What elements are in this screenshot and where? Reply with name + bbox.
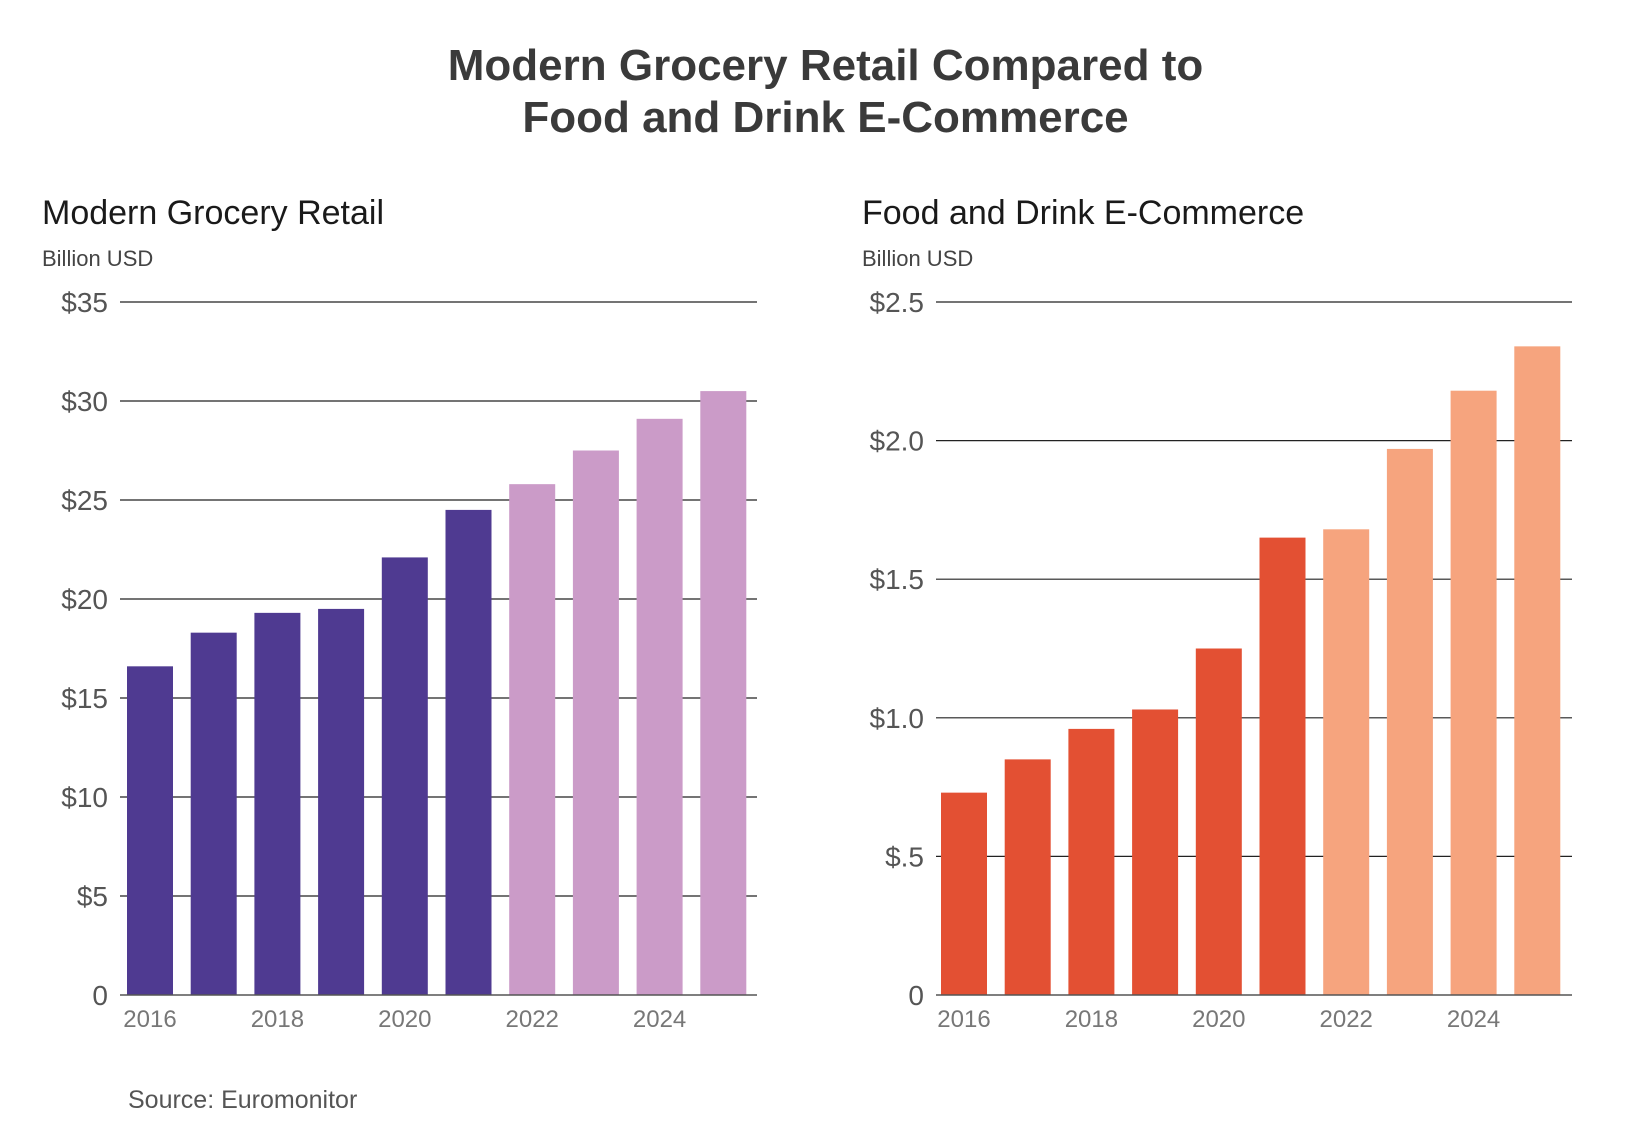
left-bar-2025 <box>700 391 747 996</box>
left-x-tick-label: 2018 <box>251 1006 304 1033</box>
left-bar-2016 <box>127 666 173 995</box>
left-y-tick-label: $15 <box>61 683 108 714</box>
left-y-tick-label: $30 <box>61 386 108 417</box>
right-y-tick-label: $2.0 <box>870 426 925 457</box>
right-y-tick-label: $2.5 <box>870 287 925 318</box>
left-y-tick-label: $5 <box>77 881 108 912</box>
right-bar-2017 <box>1004 759 1051 995</box>
left-bar-2020 <box>381 557 428 995</box>
right-bar-2025 <box>1514 346 1561 995</box>
right-x-tick-label: 2022 <box>1320 1006 1373 1033</box>
right-x-tick-label: 2018 <box>1065 1006 1118 1033</box>
right-bar-2020 <box>1195 648 1242 995</box>
right-bar-2018 <box>1068 728 1115 995</box>
left-x-tick-label: 2024 <box>633 1006 686 1033</box>
right-bar-2019 <box>1132 709 1179 995</box>
right-bar-2021 <box>1259 537 1306 995</box>
left-bar-2023 <box>572 450 619 995</box>
right-bar-2016 <box>941 792 987 995</box>
left-x-tick-label: 2022 <box>506 1006 559 1033</box>
main-title-line-2: Food and Drink E-Commerce <box>522 93 1129 142</box>
left-bar-2021 <box>445 509 492 995</box>
chart-main-title: Modern Grocery Retail Compared to Food a… <box>0 40 1651 144</box>
left-bar-2019 <box>318 608 365 995</box>
right-x-tick-label: 2016 <box>937 1006 990 1033</box>
left-y-tick-label: 0 <box>92 980 108 1011</box>
left-bar-2017 <box>190 632 237 995</box>
main-title-line-1: Modern Grocery Retail Compared to <box>447 41 1204 90</box>
left-y-tick-label: $35 <box>61 287 108 318</box>
left-bar-2022 <box>509 484 556 995</box>
left-x-tick-label: 2016 <box>123 1006 176 1033</box>
source-note: Source: Euromonitor <box>128 1086 358 1114</box>
left-panel-unit-label: Billion USD <box>42 246 154 271</box>
left-bar-2018 <box>254 612 301 995</box>
left-y-tick-label: $20 <box>61 584 108 615</box>
right-panel-unit-label: Billion USD <box>862 246 974 271</box>
right-bar-2023 <box>1386 448 1433 995</box>
right-bar-2022 <box>1323 529 1370 995</box>
right-y-tick-label: $.5 <box>885 841 924 872</box>
right-x-tick-label: 2020 <box>1192 1006 1245 1033</box>
left-x-tick-label: 2020 <box>378 1006 431 1033</box>
left-y-tick-label: $25 <box>61 485 108 516</box>
left-panel-title: Modern Grocery Retail <box>42 194 385 232</box>
right-panel-title: Food and Drink E-Commerce <box>862 194 1305 232</box>
right-y-tick-label: $1.5 <box>870 564 925 595</box>
right-y-tick-label: $1.0 <box>870 703 925 734</box>
left-y-tick-label: $10 <box>61 782 108 813</box>
right-x-tick-label: 2024 <box>1447 1006 1500 1033</box>
right-y-tick-label: 0 <box>908 980 924 1011</box>
right-bar-2024 <box>1450 390 1497 996</box>
left-bar-2024 <box>636 418 683 995</box>
